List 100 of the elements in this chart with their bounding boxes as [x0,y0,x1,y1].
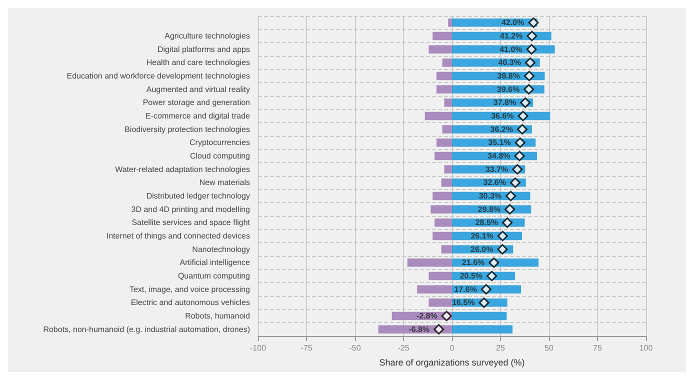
bar [436,85,452,94]
x-tick-label: 25 [496,344,506,352]
point [486,270,498,282]
bar [442,58,452,67]
y-tick-label: E-commerce and digital trade [146,112,251,120]
y-tick-label: Biodiversity protection technologies [124,124,250,134]
bar [432,192,452,200]
data-label: 36.2% [490,124,513,134]
data-label: 32.6% [483,178,506,188]
bar [417,285,452,294]
data-label: 29.8% [478,204,501,214]
point [524,84,534,95]
x-tick-label: -75 [300,344,313,352]
bar [434,218,452,227]
bar [448,18,452,27]
y-tick-label: Distributed ledger technology [146,192,250,200]
y-tick-label: Augmented and virtual reality [146,84,250,94]
point [524,57,536,68]
data-label: 42.0% [502,18,524,28]
data-label: 16.5% [452,298,475,308]
data-label: 17.6% [454,284,477,294]
x-tick-label: 0 [450,344,455,352]
bar [424,112,452,120]
data-label: 26.1% [470,232,494,240]
data-label: 37.8% [493,98,516,108]
bar [444,165,452,174]
point [441,310,452,322]
point [497,230,508,242]
data-label: 35.1% [488,138,511,148]
y-tick-label: Education and workforce development technologies [66,72,250,80]
y-tick-label: Internet of things and connected devices [106,232,250,240]
bar [407,258,452,267]
bar [436,72,452,80]
point [526,30,538,42]
data-label: 21.6% [462,258,485,268]
data-label: 36.6% [491,112,514,120]
x-tick-label: 75 [593,344,602,352]
bar [444,98,452,107]
y-tick-label: Satellite services and space flight [132,218,251,228]
bar [436,138,452,147]
y-tick-label: 3D and 4D printing and modelling [131,204,250,214]
data-label: -2.8% [416,312,438,320]
data-label: 39.6% [496,84,520,94]
bar [428,272,452,280]
point [434,324,444,335]
bar [432,32,452,40]
x-tick-label: -25 [398,344,410,352]
y-tick-label: Quantum computing [178,272,250,280]
y-tick-label: Text, image, and voice processing [129,284,250,294]
data-label: 26.0% [470,244,494,254]
bar [441,178,452,187]
y-tick-label: Water-related adaptation technologies [115,164,250,174]
y-tick-label: Artificial intelligence [180,258,251,268]
point [502,217,513,228]
y-tick-label: Agriculture technologies [164,32,250,40]
data-label: 41.2% [500,32,523,40]
point [506,190,516,202]
y-tick-label: Nanotechnology [192,244,250,254]
x-tick-label: -100 [250,344,267,352]
data-label: 39.8% [497,72,520,80]
data-label: 30.3% [478,192,502,200]
y-tick-label: Robots, humanoid [185,312,250,320]
x-axis-title: Share of organizations surveyed (%) [379,358,525,368]
bar [432,232,452,240]
y-tick-label: Cryptocurrencies [190,138,250,148]
y-tick-label: Cloud computing [190,152,250,160]
data-label: 40.3% [498,58,521,68]
point [528,17,539,28]
y-tick-label: Electric and autonomous vehicles [130,298,250,308]
x-tick-label: 50 [544,344,554,352]
point [518,110,528,122]
data-label: 28.5% [475,218,498,228]
bar [452,325,513,334]
point [488,257,500,268]
point [516,124,528,135]
data-label: 34.8% [488,152,510,160]
point [524,70,534,82]
data-label: 41.0% [500,44,522,54]
bar [452,312,507,320]
point [504,204,516,215]
point [510,177,520,188]
y-tick-label: Robots, non-humanoid (e.g. industrial automation, drones) [43,324,250,334]
y-tick-label: Power storage and generation [142,98,250,108]
x-tick-label: -50 [349,344,362,352]
bar [442,125,452,134]
point [480,284,492,295]
point [478,297,490,308]
y-tick-label: Health and care technologies [146,58,250,68]
x-tick-label: 100 [639,344,654,352]
point [520,97,531,108]
bar [441,245,452,254]
data-label: 20.5% [460,272,483,280]
bar [430,205,452,214]
point [526,44,537,55]
y-tick-label: Digital platforms and apps [158,44,250,54]
data-label: 33.7% [485,164,508,174]
bar [434,152,452,160]
point [514,150,525,162]
y-tick-label: New materials [199,178,250,188]
point [514,137,526,148]
